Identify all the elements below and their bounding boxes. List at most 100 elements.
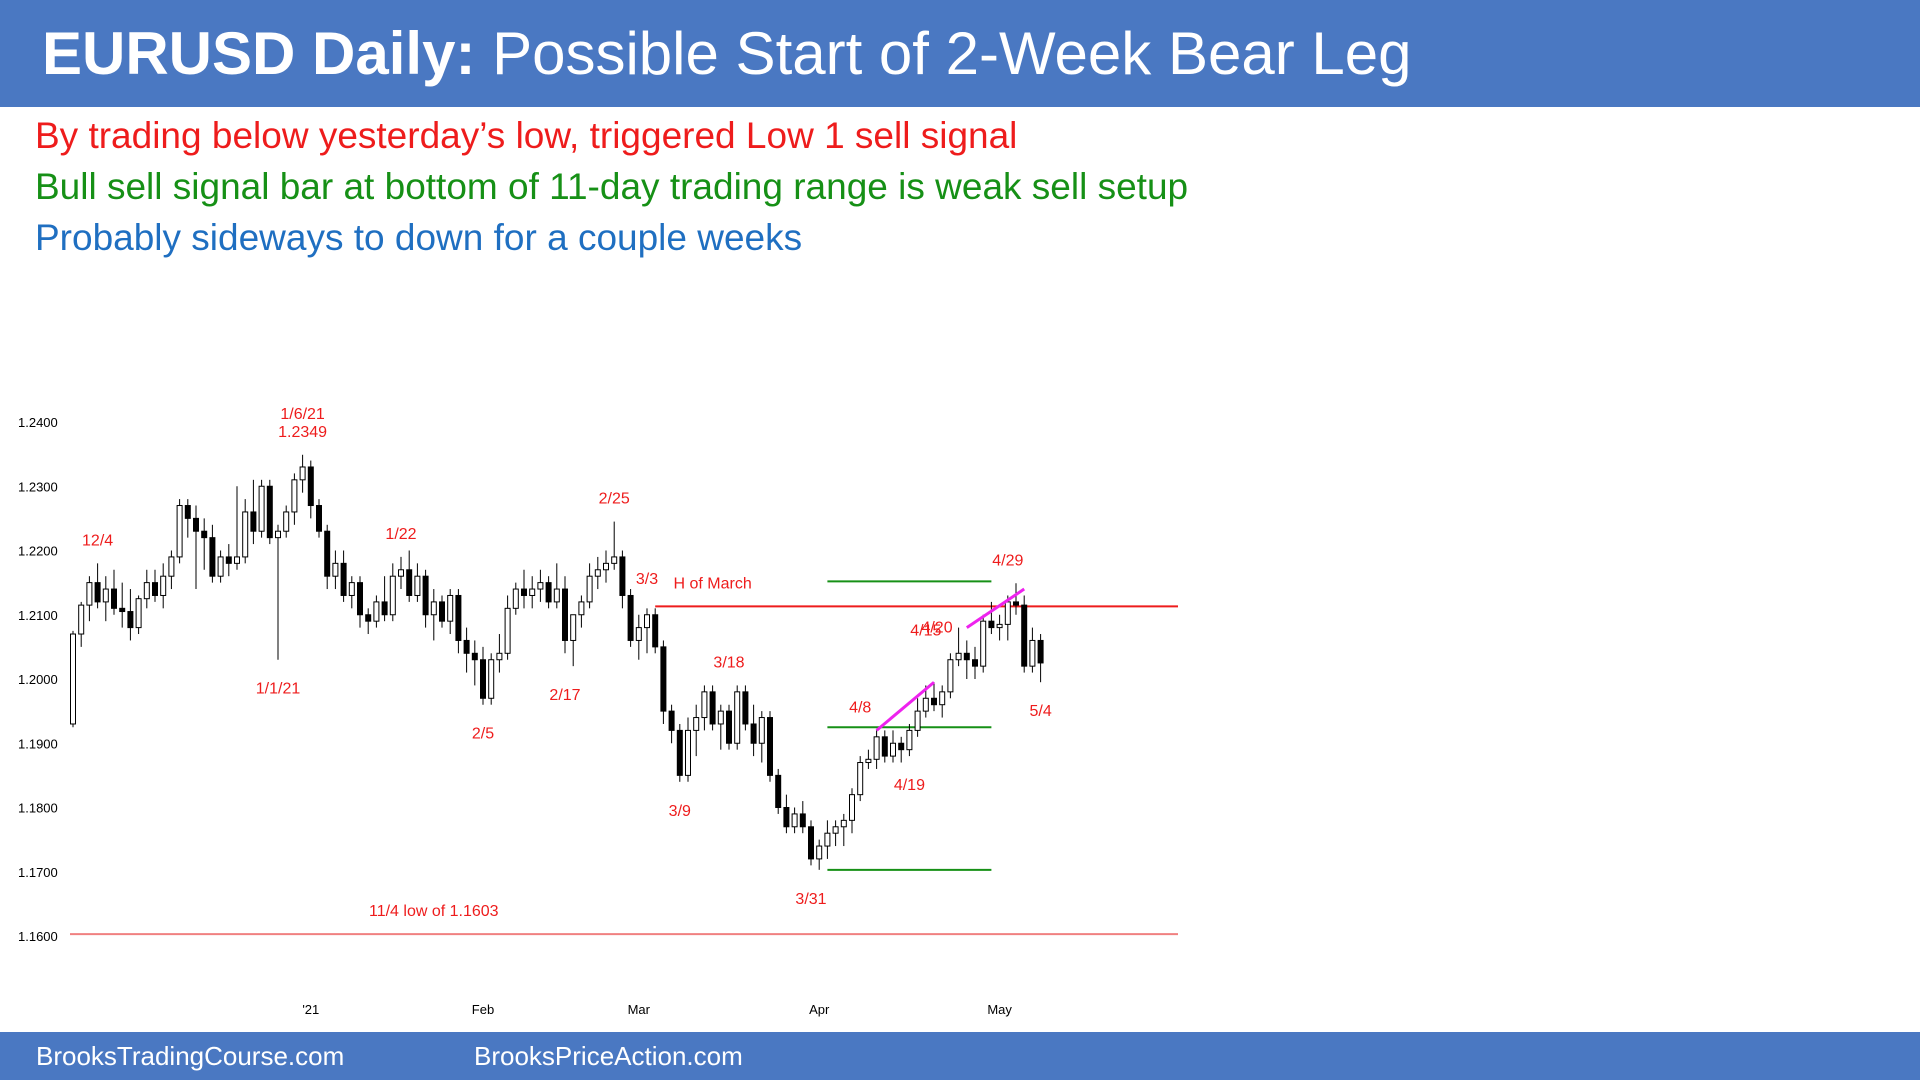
bear-candle bbox=[562, 588, 568, 641]
bear-candle bbox=[931, 697, 937, 706]
y-tick-label: 1.2100 bbox=[18, 608, 58, 623]
annotation-label: 1/6/21 bbox=[280, 406, 325, 423]
annotation-label: 3/18 bbox=[713, 654, 744, 671]
bull-candle bbox=[578, 601, 585, 616]
trend-line bbox=[965, 587, 1026, 629]
bull-candle bbox=[824, 832, 831, 847]
bull-candle bbox=[86, 582, 93, 606]
annotation-label: 4/29 bbox=[992, 552, 1023, 569]
bull-candle bbox=[849, 794, 855, 821]
annotation-label: 4/8 bbox=[849, 699, 871, 716]
bear-candle bbox=[898, 742, 905, 751]
bull-candle bbox=[283, 511, 290, 532]
bull-candle bbox=[102, 588, 109, 603]
annotation-label: 3/9 bbox=[669, 803, 691, 820]
bull-candle bbox=[512, 588, 519, 609]
bull-candle bbox=[160, 575, 167, 596]
bull-candle bbox=[488, 659, 495, 699]
y-tick-label: 1.2200 bbox=[18, 544, 58, 559]
x-tick-label: '21 bbox=[302, 1002, 319, 1017]
bull-candle bbox=[865, 758, 872, 764]
bull-candle bbox=[890, 742, 896, 757]
bear-candle bbox=[324, 530, 331, 577]
bull-candle bbox=[78, 604, 85, 635]
bear-candle bbox=[881, 736, 888, 757]
bull-candle bbox=[906, 729, 913, 751]
x-tick-label: Mar bbox=[628, 1002, 651, 1017]
bear-candle bbox=[521, 588, 527, 596]
annotation-label: 3/31 bbox=[795, 891, 826, 908]
x-tick-label: Feb bbox=[472, 1002, 494, 1017]
bear-candle bbox=[266, 485, 273, 539]
annotation-label: 2/25 bbox=[599, 491, 630, 508]
bear-candle bbox=[340, 562, 347, 596]
bear-candle bbox=[660, 646, 667, 712]
y-tick-label: 1.1700 bbox=[18, 865, 58, 880]
bull-candle bbox=[586, 575, 593, 603]
bear-candle bbox=[972, 659, 978, 667]
bull-candle bbox=[529, 588, 536, 596]
bear-candle bbox=[1037, 639, 1044, 664]
bear-candle bbox=[127, 611, 134, 629]
bull-candle bbox=[791, 813, 798, 828]
bull-candle bbox=[873, 736, 880, 760]
bull-candle bbox=[143, 582, 150, 600]
bull-candle bbox=[168, 556, 175, 577]
title-rest: Possible Start of 2-Week Bear Leg bbox=[475, 20, 1412, 87]
bull-candle bbox=[701, 691, 708, 719]
bull-candle bbox=[389, 575, 396, 616]
bull-candle bbox=[594, 569, 601, 577]
bull-candle bbox=[430, 601, 437, 616]
footer-left-url: BrooksTradingCourse.com bbox=[36, 1041, 345, 1071]
bear-candle bbox=[455, 594, 462, 641]
annotation-label: 2/17 bbox=[549, 687, 580, 704]
bear-candle bbox=[111, 588, 117, 609]
bull-candle bbox=[332, 562, 339, 577]
bull-candle bbox=[570, 614, 577, 641]
bull-candle bbox=[914, 710, 921, 731]
bull-candle bbox=[242, 511, 249, 558]
bull-candle bbox=[947, 659, 954, 693]
bear-candle bbox=[94, 582, 101, 603]
bull-candle bbox=[258, 485, 265, 532]
annotation-label: 12/4 bbox=[82, 532, 113, 549]
annotation-label: H of March bbox=[673, 575, 751, 592]
annotation-label: 4/20 bbox=[921, 620, 952, 637]
bull-candle bbox=[447, 594, 454, 622]
footer-bar: BrooksTradingCourse.com BrooksPriceActio… bbox=[0, 1032, 1920, 1080]
bull-candle bbox=[955, 652, 962, 661]
annotation-label: 2/5 bbox=[472, 726, 494, 743]
note-sideways-down: Probably sideways to down for a couple w… bbox=[35, 217, 803, 258]
bull-candle bbox=[644, 614, 650, 629]
bull-candle bbox=[553, 588, 560, 603]
bull-candle bbox=[840, 819, 847, 828]
notes: By trading below yesterday’s low, trigge… bbox=[35, 110, 1188, 263]
annotation-label: 3/3 bbox=[636, 571, 658, 588]
bear-candle bbox=[1013, 601, 1019, 606]
annotation-label: 1/22 bbox=[385, 526, 416, 543]
bull-candle bbox=[832, 826, 839, 834]
bear-candle bbox=[619, 556, 626, 596]
bull-candle bbox=[717, 710, 724, 725]
bear-candle bbox=[709, 691, 716, 725]
bear-candle bbox=[668, 710, 675, 731]
title-bold: EURUSD Daily: bbox=[42, 20, 476, 87]
bear-candle bbox=[676, 729, 683, 776]
bear-candle bbox=[119, 607, 126, 613]
note-weak-sell-setup: Bull sell signal bar at bottom of 11-day… bbox=[35, 166, 1189, 207]
note-low1-sell-signal: By trading below yesterday’s low, trigge… bbox=[35, 115, 1018, 156]
bull-candle bbox=[496, 652, 503, 661]
bull-candle bbox=[603, 562, 609, 571]
bull-candle bbox=[980, 620, 987, 667]
bull-candle bbox=[275, 530, 281, 539]
bear-candle bbox=[1021, 604, 1028, 667]
bull-candle bbox=[922, 697, 929, 712]
bear-candle bbox=[480, 659, 486, 699]
bull-candle bbox=[996, 623, 1003, 629]
y-tick-label: 1.2400 bbox=[18, 415, 58, 430]
y-tick-label: 1.2000 bbox=[18, 672, 58, 687]
bear-candle bbox=[627, 594, 634, 641]
bear-candle bbox=[808, 826, 814, 860]
annotation-label: 1/1/21 bbox=[256, 681, 301, 698]
annotation-label: 11/4 low of 1.1603 bbox=[369, 903, 499, 920]
